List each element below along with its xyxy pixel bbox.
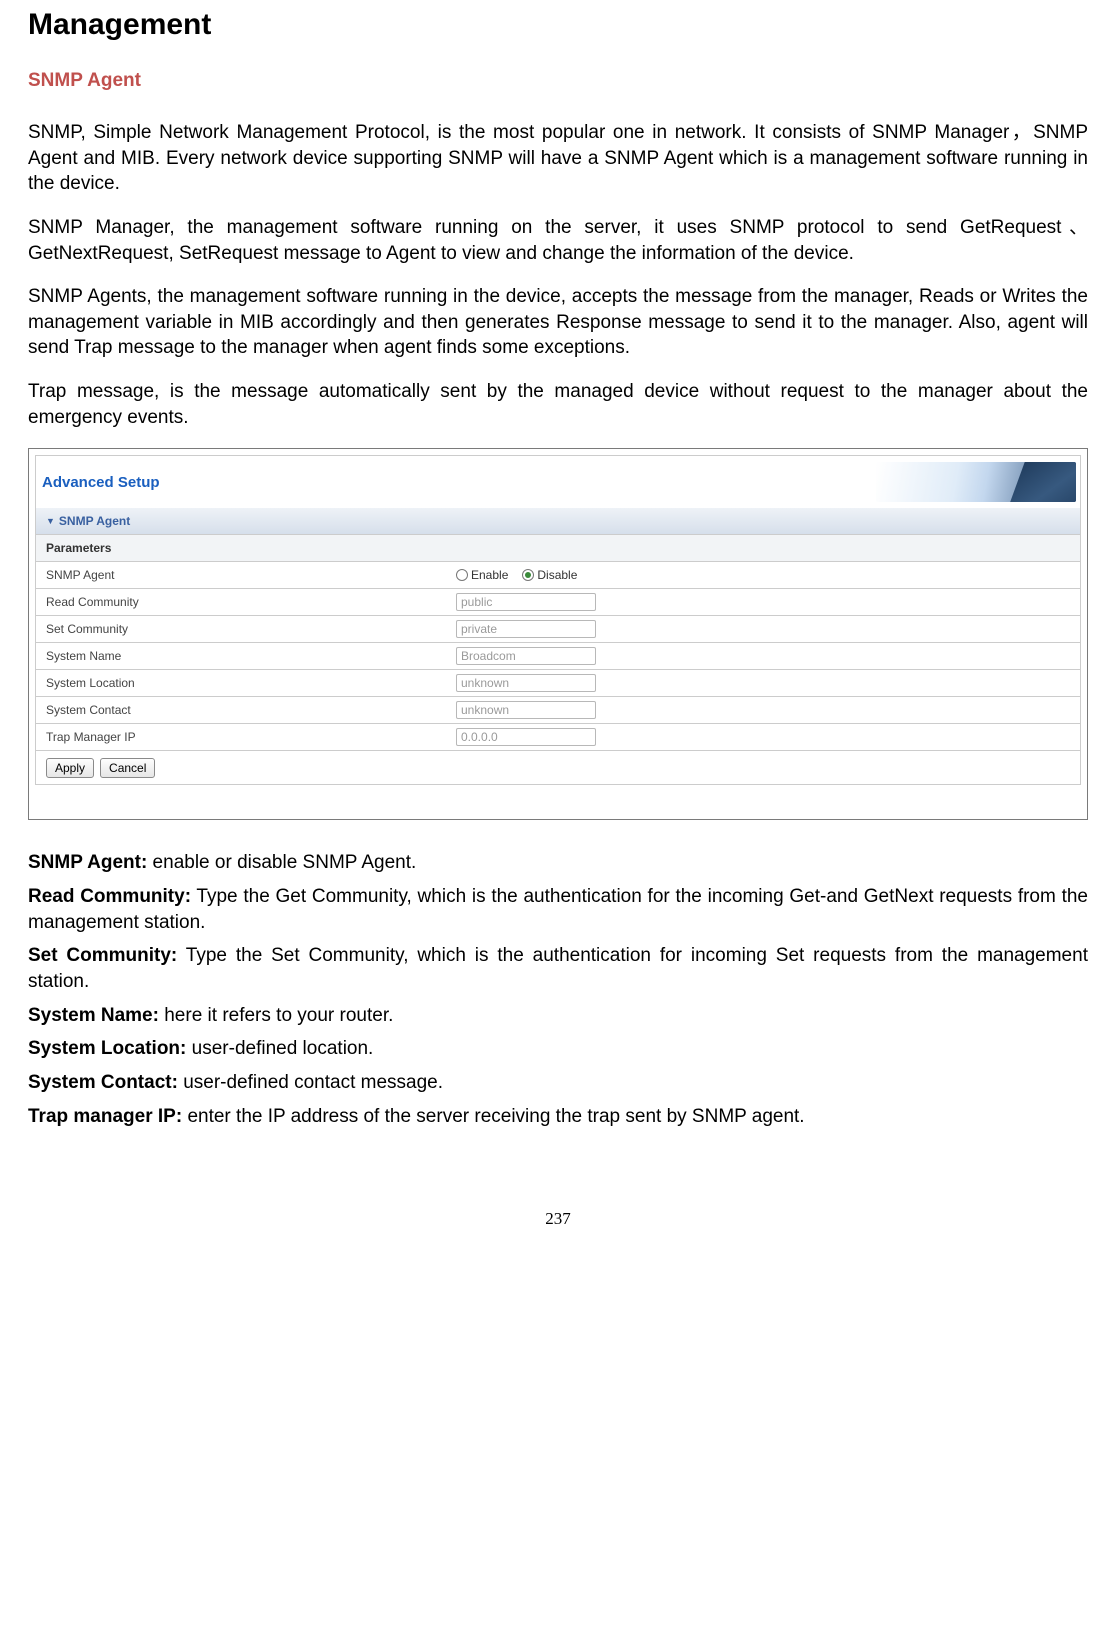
def-system-location: System Location: user-defined location. [28, 1036, 1088, 1062]
subheader-parameters: Parameters [35, 535, 1081, 562]
def-set-community: Set Community: Type the Set Community, w… [28, 943, 1088, 994]
radio-disable-label: Disable [537, 568, 577, 582]
subheader-label: Parameters [46, 541, 111, 555]
system-location-input[interactable] [456, 674, 596, 692]
row-system-contact: System Contact [35, 697, 1081, 724]
system-contact-input[interactable] [456, 701, 596, 719]
radio-icon [522, 569, 534, 581]
row-snmp-agent: SNMP Agent Enable Disable [35, 562, 1081, 589]
row-label: System Location [36, 676, 456, 690]
def-term: System Name: [28, 1005, 159, 1026]
row-label: Set Community [36, 622, 456, 636]
button-row: Apply Cancel [35, 751, 1081, 785]
row-set-community: Set Community [35, 616, 1081, 643]
header-artwork [876, 462, 1076, 502]
def-desc: Type the Set Community, which is the aut… [28, 945, 1088, 992]
cancel-button[interactable]: Cancel [100, 758, 155, 778]
apply-button[interactable]: Apply [46, 758, 94, 778]
def-term: SNMP Agent: [28, 852, 147, 873]
def-trap-manager-ip: Trap manager IP: enter the IP address of… [28, 1104, 1088, 1130]
def-term: Read Community: [28, 886, 191, 907]
intro-para-3: SNMP Agents, the management software run… [28, 284, 1088, 361]
radio-enable[interactable]: Enable [456, 568, 508, 582]
radio-enable-label: Enable [471, 568, 508, 582]
def-term: System Location: [28, 1038, 186, 1059]
def-system-name: System Name: here it refers to your rout… [28, 1003, 1088, 1029]
system-name-input[interactable] [456, 647, 596, 665]
intro-para-1: SNMP, Simple Network Management Protocol… [28, 120, 1088, 197]
def-desc: user-defined location. [186, 1038, 373, 1059]
section-row-snmp-agent[interactable]: ▼ SNMP Agent [35, 508, 1081, 535]
row-label: Read Community [36, 595, 456, 609]
page-title: Management [28, 8, 1088, 42]
radio-icon [456, 569, 468, 581]
section-label: SNMP Agent [59, 514, 130, 528]
radio-disable[interactable]: Disable [522, 568, 577, 582]
def-term: Set Community: [28, 945, 177, 966]
def-desc: user-defined contact message. [178, 1072, 443, 1093]
def-desc: enter the IP address of the server recei… [182, 1106, 804, 1127]
read-community-input[interactable] [456, 593, 596, 611]
config-screenshot: Advanced Setup ▼ SNMP Agent Parameters S… [28, 448, 1088, 820]
row-label: Trap Manager IP [36, 730, 456, 744]
page-number: 237 [28, 1209, 1088, 1229]
def-term: Trap manager IP: [28, 1106, 182, 1127]
chevron-down-icon: ▼ [46, 516, 55, 526]
def-term: System Contact: [28, 1072, 178, 1093]
def-desc: here it refers to your router. [159, 1005, 393, 1026]
intro-para-2: SNMP Manager, the management software ru… [28, 215, 1088, 266]
row-read-community: Read Community [35, 589, 1081, 616]
row-label: SNMP Agent [36, 568, 456, 582]
row-trap-manager-ip: Trap Manager IP [35, 724, 1081, 751]
row-label: System Contact [36, 703, 456, 717]
def-snmp-agent: SNMP Agent: enable or disable SNMP Agent… [28, 850, 1088, 876]
row-system-name: System Name [35, 643, 1081, 670]
row-system-location: System Location [35, 670, 1081, 697]
def-read-community: Read Community: Type the Get Community, … [28, 884, 1088, 935]
panel-header: Advanced Setup [35, 455, 1081, 508]
row-label: System Name [36, 649, 456, 663]
section-heading: SNMP Agent [28, 70, 1088, 92]
trap-manager-ip-input[interactable] [456, 728, 596, 746]
intro-para-4: Trap message, is the message automatical… [28, 379, 1088, 430]
panel-title: Advanced Setup [42, 474, 160, 491]
set-community-input[interactable] [456, 620, 596, 638]
def-desc: enable or disable SNMP Agent. [147, 852, 416, 873]
def-system-contact: System Contact: user-defined contact mes… [28, 1070, 1088, 1096]
